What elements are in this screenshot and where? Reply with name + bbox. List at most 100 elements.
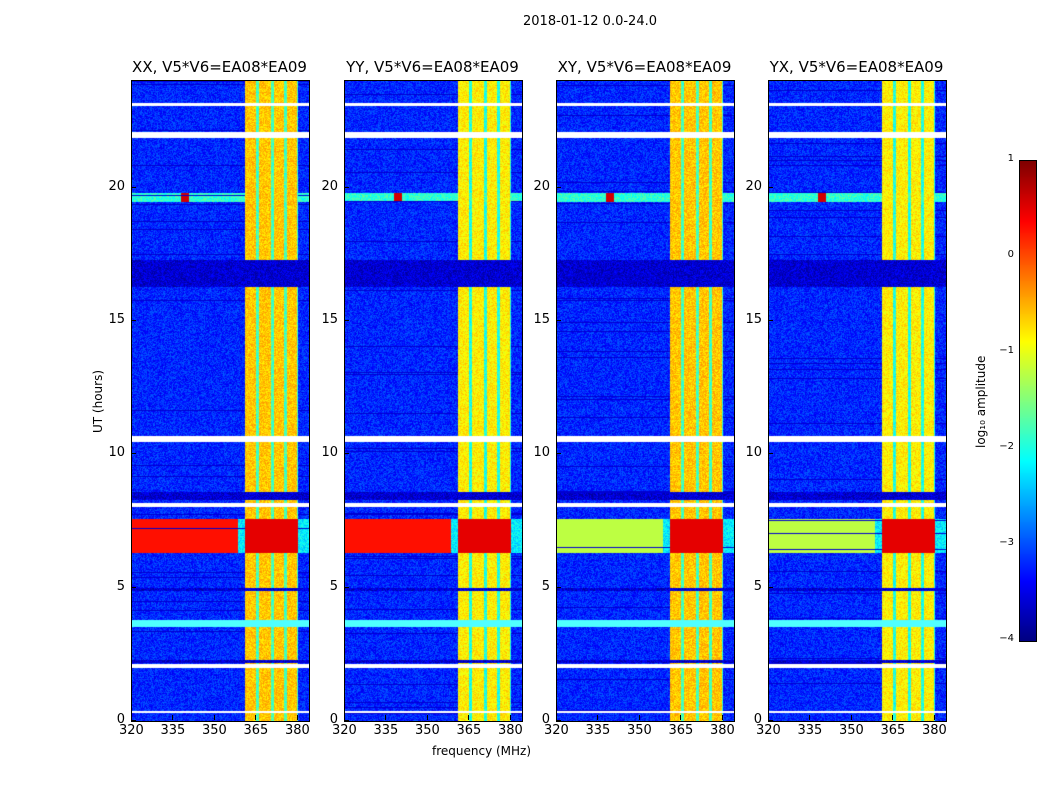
panel-title: XX, V5*V6=EA08*EA09 bbox=[132, 58, 307, 76]
y-tick-label: 20 bbox=[533, 178, 550, 194]
x-tick-mark bbox=[344, 715, 345, 720]
y-tick-mark bbox=[131, 720, 136, 721]
y-tick-label: 0 bbox=[753, 712, 762, 727]
y-tick-mark bbox=[131, 586, 136, 588]
x-tick-label: 380 bbox=[921, 723, 947, 738]
x-tick-label: 380 bbox=[709, 723, 735, 738]
y-tick-label: 5 bbox=[541, 578, 550, 594]
x-tick-label: 350 bbox=[201, 723, 227, 738]
x-tick-mark bbox=[680, 715, 682, 720]
y-axis-label: UT (hours) bbox=[91, 369, 105, 433]
x-tick-label: 320 bbox=[756, 723, 781, 738]
y-tick-mark bbox=[556, 720, 561, 721]
y-tick-mark bbox=[344, 586, 349, 588]
x-axis-label: frequency (MHz) bbox=[432, 744, 532, 758]
colorbar-tick-label: 0 bbox=[1007, 249, 1014, 260]
colorbar-label: log₁₀ amplitude bbox=[974, 355, 988, 448]
panel-title: YX, V5*V6=EA08*EA09 bbox=[769, 58, 944, 76]
panel-title: YY, V5*V6=EA08*EA09 bbox=[346, 58, 519, 76]
y-tick-label: 10 bbox=[745, 445, 762, 461]
y-tick-label: 15 bbox=[533, 312, 550, 327]
y-tick-label: 5 bbox=[116, 578, 125, 594]
x-tick-mark bbox=[468, 715, 470, 720]
y-tick-mark bbox=[344, 453, 349, 455]
colorbar-tick-label: −1 bbox=[999, 345, 1014, 356]
y-tick-mark bbox=[768, 320, 773, 321]
x-tick-mark bbox=[426, 715, 428, 720]
spectrogram-xy bbox=[556, 80, 735, 722]
x-tick-mark bbox=[638, 715, 640, 720]
y-tick-mark bbox=[344, 186, 349, 188]
y-tick-mark bbox=[768, 186, 773, 188]
y-tick-mark bbox=[131, 320, 136, 321]
x-tick-label: 380 bbox=[497, 723, 523, 738]
x-tick-label: 335 bbox=[373, 723, 399, 738]
y-tick-label: 20 bbox=[321, 178, 338, 194]
x-tick-mark bbox=[296, 715, 298, 720]
colorbar-tick-label: 1 bbox=[1007, 153, 1014, 164]
x-tick-label: 335 bbox=[797, 723, 823, 738]
x-tick-label: 350 bbox=[414, 723, 440, 738]
y-tick-label: 10 bbox=[321, 445, 338, 461]
y-tick-label: 15 bbox=[108, 312, 125, 327]
x-tick-label: 320 bbox=[544, 723, 569, 738]
y-tick-label: 20 bbox=[745, 178, 762, 194]
x-tick-mark bbox=[131, 715, 132, 720]
y-tick-mark bbox=[131, 453, 136, 455]
spectrogram-yx bbox=[768, 80, 947, 722]
x-tick-label: 335 bbox=[585, 723, 611, 738]
x-tick-label: 365 bbox=[456, 723, 482, 738]
x-tick-label: 335 bbox=[160, 723, 186, 738]
x-tick-mark bbox=[933, 715, 935, 720]
x-tick-mark bbox=[172, 715, 174, 720]
x-tick-mark bbox=[721, 715, 723, 720]
x-tick-mark bbox=[255, 715, 257, 720]
y-tick-mark bbox=[768, 586, 773, 588]
y-tick-mark bbox=[344, 720, 349, 721]
x-tick-label: 320 bbox=[332, 723, 357, 738]
y-tick-mark bbox=[344, 320, 349, 321]
y-tick-mark bbox=[768, 453, 773, 455]
y-tick-label: 15 bbox=[321, 312, 338, 327]
x-tick-mark bbox=[509, 715, 511, 720]
y-tick-mark bbox=[556, 586, 561, 588]
figure-title: 2018-01-12 0.0-24.0 bbox=[523, 14, 657, 29]
colorbar-tick-label: −3 bbox=[999, 537, 1014, 548]
y-tick-mark bbox=[556, 186, 561, 188]
x-tick-mark bbox=[213, 715, 215, 720]
x-tick-mark bbox=[556, 715, 557, 720]
y-tick-mark bbox=[768, 720, 773, 721]
y-tick-mark bbox=[556, 453, 561, 455]
colorbar-tick-label: −2 bbox=[999, 441, 1014, 452]
spectrogram-xx bbox=[131, 80, 310, 722]
y-tick-label: 5 bbox=[753, 578, 762, 594]
y-tick-label: 0 bbox=[116, 712, 125, 727]
spectrogram-yy bbox=[344, 80, 523, 722]
x-tick-label: 365 bbox=[243, 723, 269, 738]
x-tick-label: 380 bbox=[284, 723, 310, 738]
x-tick-mark bbox=[850, 715, 852, 720]
y-tick-mark bbox=[131, 186, 136, 188]
x-tick-mark bbox=[892, 715, 894, 720]
y-tick-mark bbox=[556, 320, 561, 321]
x-tick-mark bbox=[809, 715, 811, 720]
x-tick-label: 365 bbox=[880, 723, 906, 738]
y-tick-label: 15 bbox=[745, 312, 762, 327]
y-tick-label: 0 bbox=[329, 712, 338, 727]
x-tick-mark bbox=[385, 715, 387, 720]
x-tick-label: 320 bbox=[119, 723, 144, 738]
colorbar bbox=[1019, 160, 1037, 642]
colorbar-tick-label: −4 bbox=[999, 633, 1014, 644]
panel-title: XY, V5*V6=EA08*EA09 bbox=[557, 58, 732, 76]
x-tick-mark bbox=[768, 715, 769, 720]
y-tick-label: 5 bbox=[329, 578, 338, 594]
y-tick-label: 20 bbox=[108, 178, 125, 194]
y-tick-label: 10 bbox=[108, 445, 125, 461]
x-tick-mark bbox=[597, 715, 599, 720]
x-tick-label: 365 bbox=[668, 723, 694, 738]
y-tick-label: 10 bbox=[533, 445, 550, 461]
x-tick-label: 350 bbox=[626, 723, 652, 738]
y-tick-label: 0 bbox=[541, 712, 550, 727]
x-tick-label: 350 bbox=[838, 723, 864, 738]
